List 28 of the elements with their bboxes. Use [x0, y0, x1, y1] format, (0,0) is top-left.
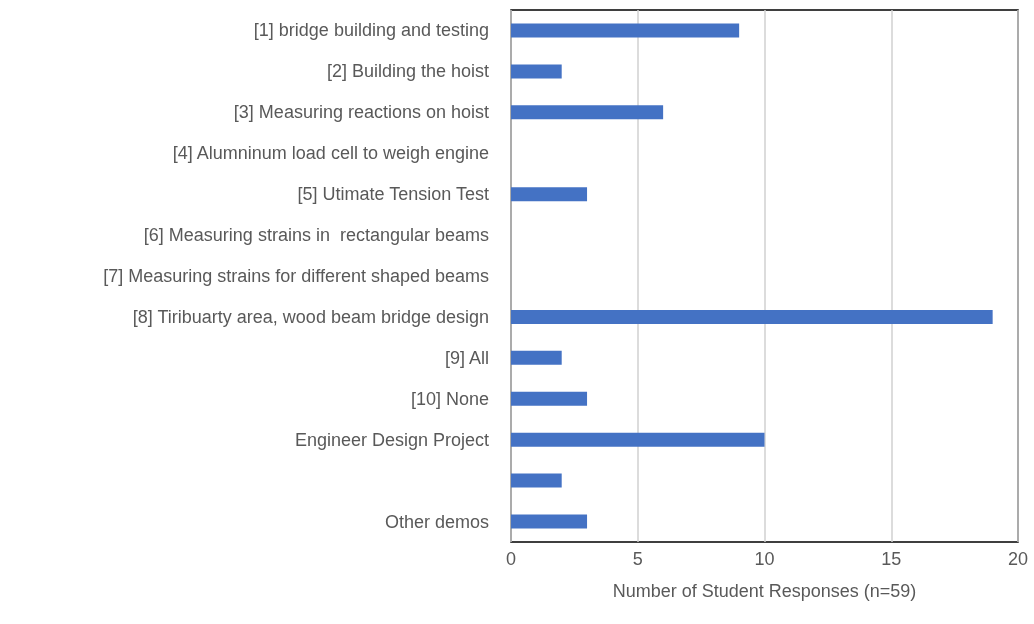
y-tick-label: [4] Alumninum load cell to weigh engine: [172, 143, 489, 164]
bar: [511, 473, 562, 488]
bar: [511, 23, 740, 38]
y-tick-label: [6] Measuring strains in rectangular beams: [143, 225, 489, 246]
bar: [511, 391, 588, 406]
y-tick-label: [7] Measuring strains for different shaped beams: [103, 266, 489, 286]
bar: [511, 514, 588, 529]
bar: [511, 187, 588, 202]
bar: [511, 64, 562, 79]
y-tick-label: [1] bridge building and testing: [253, 20, 489, 41]
y-tick-label: [10] None: [410, 388, 489, 409]
bar: [511, 432, 765, 447]
bar: [511, 309, 993, 324]
x-tick-label: 0: [505, 549, 517, 569]
bar: [511, 350, 562, 365]
x-tick-label: 10: [754, 549, 775, 569]
y-tick-label: [9] All: [444, 347, 489, 368]
y-tick-label: Engineer Design Project: [294, 429, 489, 450]
y-tick-label: [5] Utimate Tension Test: [297, 184, 489, 205]
bar: [511, 105, 664, 120]
x-tick-label: 15: [881, 549, 902, 569]
y-tick-label: [8] Tiribuarty area, wood beam bridge design: [132, 306, 489, 327]
y-tick-label: [2] Building the hoist: [326, 61, 489, 82]
x-axis-title: Number of Student Responses (n=59): [612, 581, 917, 601]
x-tick-label: 5: [632, 549, 643, 569]
y-tick-label: Other demos: [384, 511, 489, 532]
x-tick-label: 20: [1007, 549, 1029, 569]
y-tick-label: [3] Measuring reactions on hoist: [233, 102, 489, 123]
